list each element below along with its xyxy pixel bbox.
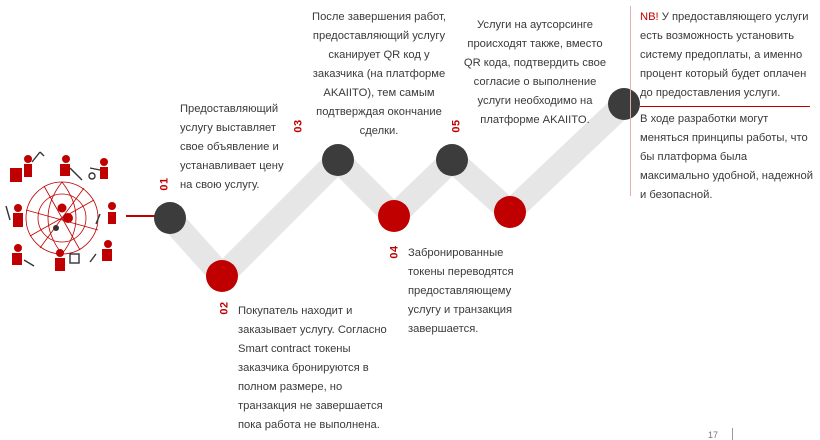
nb-label: NB! (640, 11, 659, 23)
step-number-01: 01 (158, 177, 171, 191)
step-01-text: Предоставляющий услугу выставляет свое о… (180, 103, 284, 191)
step-02-node (206, 260, 238, 292)
note-divider-vertical (630, 6, 631, 196)
step-number-04: 04 (388, 245, 401, 259)
step-05-node (436, 144, 468, 176)
step-05-text: Услуги на аутсорсинге происходят также, … (463, 19, 607, 126)
nb-note: NB! У предоставляющего услуги есть возмо… (640, 8, 816, 103)
step-03-text: После завершения работ, предоставляющий … (312, 11, 446, 137)
step-number-03: 03 (292, 119, 305, 133)
step-04-node (378, 200, 410, 232)
step-03-node (322, 144, 354, 176)
connector-line (126, 215, 160, 217)
step-01-node (154, 202, 186, 234)
workers-globe-illustration (0, 150, 126, 276)
workers-globe-icon (5, 151, 116, 271)
step-02-text: Покупатель находит и заказывает услугу. … (238, 305, 387, 431)
step-06-node (494, 196, 526, 228)
page-number-rule (732, 428, 733, 440)
step-number-02: 02 (218, 301, 231, 315)
step-07-node (608, 88, 640, 120)
page-number: 17 (708, 430, 719, 440)
development-note: В ходе разработки могут меняться принцип… (640, 113, 813, 201)
note-divider-horizontal (640, 106, 810, 107)
step-04-text: Забронированные токены переводятся предо… (408, 247, 514, 335)
nb-text: У предоставляющего услуги есть возможнос… (640, 11, 809, 99)
